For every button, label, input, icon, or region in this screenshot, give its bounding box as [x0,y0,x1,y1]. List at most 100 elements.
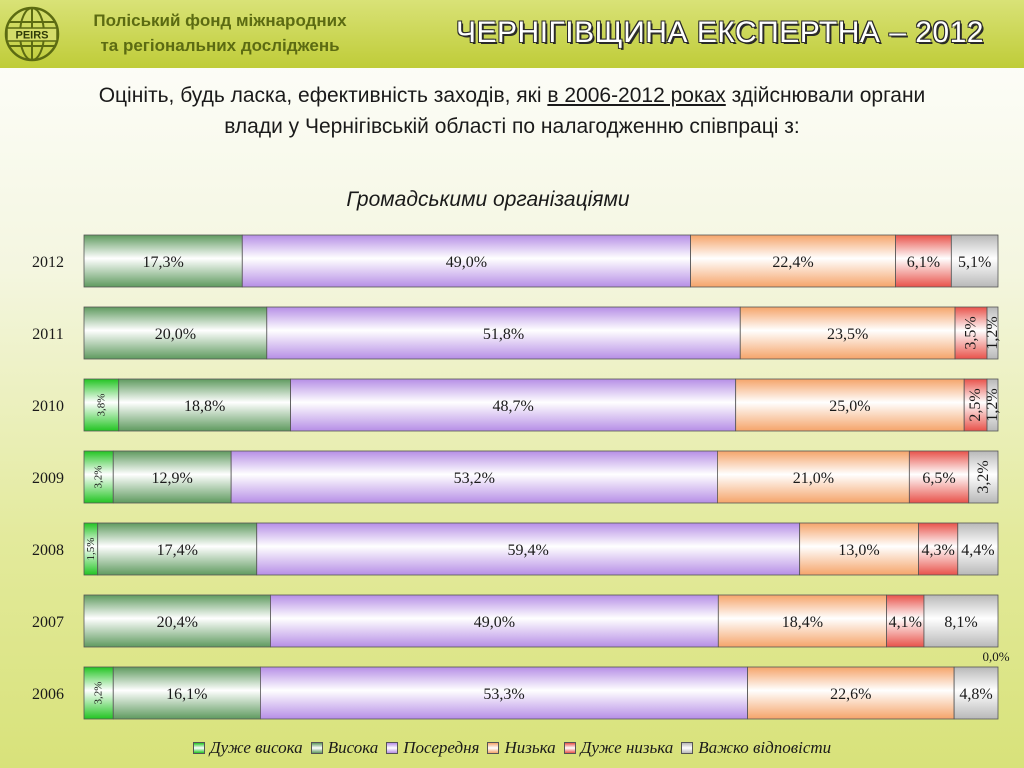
value-label-2010-hard: 1,2% [984,388,1001,421]
organization-name: Поліський фонд міжнародних та регіональн… [62,8,378,58]
value-label-2007-high: 20,4% [157,614,198,631]
bar-2009-very_low [908,450,970,504]
bar-2007-very_low [886,594,925,648]
value-label-2007-medium: 49,0% [474,614,515,631]
bar-2008-medium [256,522,801,576]
bar-2006-low [747,666,955,720]
value-label-2006-low: 22,6% [830,686,871,703]
logo-text: PEIRS [15,30,48,42]
bar-2010-very_high [83,378,120,432]
bar-2012-high [83,234,243,288]
value-label-2007-hard: 8,1% [944,614,977,631]
legend-label-medium: Посередня [403,738,480,757]
bar-2007-medium [270,594,719,648]
legend-item-very_low: Дуже низька [563,738,674,758]
value-label-2011-high: 20,0% [155,326,196,343]
bar-2006-medium [260,666,748,720]
bar-2010-hard [986,378,999,432]
legend-swatch-hard [681,742,694,754]
chart-legend: Дуже висока Висока Посередня Низька Дуже низ… [0,736,1024,760]
year-label-2011: 2011 [32,326,63,343]
value-label-2009-high: 12,9% [152,470,193,487]
bar-2008-very_low [918,522,959,576]
year-label-2010: 2010 [32,398,64,415]
value-label-2011-very_low: 3,5% [963,316,980,349]
year-label-2006: 2006 [32,686,64,703]
value-label-2006-very_low: 0,0% [982,649,1009,664]
legend-label-high: Висока [327,738,379,757]
value-label-2008-hard: 4,4% [961,542,994,559]
legend-swatch-very_low [563,742,576,754]
org-line-2: та регіональних досліджень [100,36,340,55]
value-label-2006-high: 16,1% [166,686,207,703]
bar-2009-hard [968,450,999,504]
question-period: в 2006-2012 роках [547,84,726,107]
value-label-2011-medium: 51,8% [483,326,524,343]
value-label-2009-hard: 3,2% [975,460,992,493]
value-label-2012-high: 17,3% [142,254,183,271]
question-line-2: влади у Чернігівській області по налагод… [224,115,800,138]
bar-2011-high [83,306,268,360]
logo-globe-icon: PEIRS [4,6,60,62]
legend-swatch-medium [386,742,399,754]
legend-label-hard: Важко відповісти [698,738,832,757]
value-label-2008-medium: 59,4% [508,542,549,559]
value-label-2010-high: 18,8% [184,398,225,415]
year-label-2007: 2007 [32,614,64,631]
bar-2012-hard [950,234,999,288]
question-line-1: Оцініть, будь ласка, ефективність заході… [0,80,1024,111]
bar-2010-low [735,378,965,432]
bar-2011-medium [266,306,741,360]
value-label-2010-very_high: 3,8% [95,394,107,417]
question-part-1: Оцініть, будь ласка, ефективність заході… [98,84,548,107]
value-label-2008-very_low: 4,3% [921,542,954,559]
legend-item-medium: Посередня [386,738,479,758]
legend-swatch-very_high [192,742,205,754]
bar-2006-very_high [83,666,114,720]
value-label-2009-very_low: 6,5% [922,470,955,487]
bar-2012-medium [241,234,691,288]
value-label-2008-high: 17,4% [157,542,198,559]
bar-2006-hard [953,666,999,720]
bar-2010-high [118,378,291,432]
legend-item-low: Низька [487,738,556,758]
question-part-2: здійснювали органи [725,84,926,107]
bar-2012-low [690,234,896,288]
value-label-2009-very_high: 3,2% [93,466,105,489]
legend-item-high: Висока [310,738,379,758]
value-label-2011-hard: 1,2% [984,316,1001,349]
bar-2008-low [799,522,919,576]
survey-question: Оцініть, будь ласка, ефективність заході… [0,80,1024,142]
value-label-2008-very_high: 1,5% [85,538,97,561]
bar-2008-high [97,522,258,576]
legend-label-very_low: Дуже низька [580,738,674,757]
page-title: ЧЕРНІГІВЩИНА ЕКСПЕРТНА – 2012 [456,16,984,49]
bar-2009-very_high [83,450,114,504]
year-label-2012: 2012 [32,254,64,271]
bar-2009-high [112,450,232,504]
org-line-1: Поліський фонд міжнародних [93,11,347,30]
legend-item-very_high: Дуже висока [192,738,303,758]
bar-2012-very_low [895,234,952,288]
value-label-2010-very_low: 2,5% [967,388,984,421]
value-label-2007-low: 18,4% [782,614,823,631]
legend-label-low: Низька [504,738,556,757]
value-label-2009-medium: 53,2% [454,470,495,487]
value-label-2012-hard: 5,1% [958,254,991,271]
bar-2011-low [739,306,956,360]
bar-2010-medium [290,378,737,432]
legend-item-hard: Важко відповісти [681,738,831,758]
legend-swatch-low [487,742,500,754]
value-label-2010-low: 25,0% [829,398,870,415]
value-label-2009-low: 21,0% [793,470,834,487]
value-label-2008-low: 13,0% [838,542,879,559]
bar-2009-medium [230,450,718,504]
value-label-2007-very_low: 4,1% [889,614,922,631]
bar-2011-hard [986,306,999,360]
value-label-2012-medium: 49,0% [446,254,487,271]
value-label-2010-medium: 48,7% [492,398,533,415]
year-label-2008: 2008 [32,542,64,559]
chart-title: Громадськими організаціями [346,188,630,211]
value-label-2006-medium: 53,3% [483,686,524,703]
